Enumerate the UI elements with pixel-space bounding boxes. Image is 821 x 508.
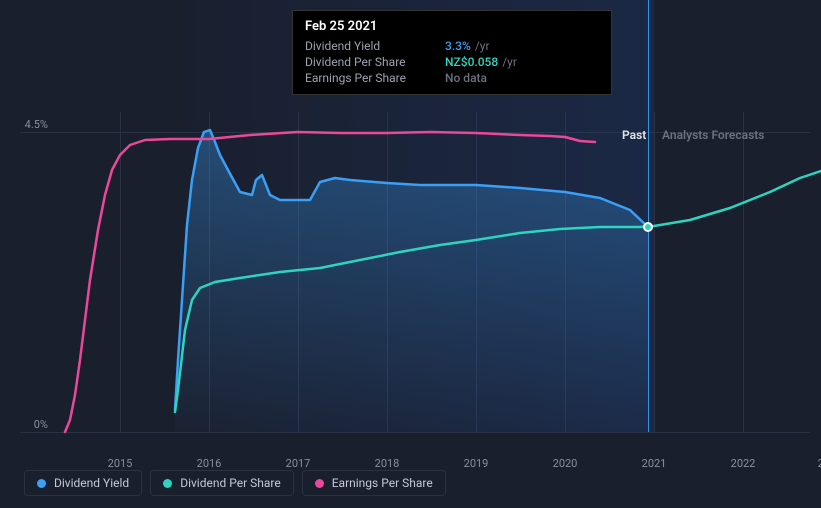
chart-legend: Dividend Yield Dividend Per Share Earnings… — [24, 470, 446, 496]
tooltip-unit: /yr — [475, 39, 490, 53]
dividend-chart: Past Analysts Forecasts 0% 4.5% 2015 2016 2… — [0, 0, 821, 508]
legend-label: Dividend Yield — [54, 476, 129, 490]
series-area-dividend_yield — [175, 130, 648, 432]
y-axis-tick-label: 4.5% — [25, 118, 48, 131]
x-axis-tick-label: 2020 — [553, 457, 578, 470]
past-region-label: Past — [622, 128, 646, 142]
tooltip-value: No data — [445, 71, 487, 85]
x-axis-tick-label: 2022 — [731, 457, 756, 470]
tooltip-row: Dividend Yield3.3% /yr — [305, 38, 599, 54]
x-axis-tick-label: 2021 — [642, 457, 667, 470]
legend-dot-icon — [315, 479, 324, 488]
tooltip-key: Dividend Per Share — [305, 55, 445, 69]
tooltip-unit: /yr — [502, 55, 517, 69]
legend-item-earnings_per_share[interactable]: Earnings Per Share — [302, 470, 446, 496]
x-axis-tick-label: 2017 — [286, 457, 311, 470]
tooltip-row: Earnings Per ShareNo data — [305, 70, 599, 86]
x-axis-tick-label: 2016 — [197, 457, 222, 470]
legend-label: Dividend Per Share — [180, 476, 281, 490]
x-axis-tick-label: 2019 — [464, 457, 489, 470]
legend-item-dividend_yield[interactable]: Dividend Yield — [24, 470, 142, 496]
tooltip-value: 3.3% — [445, 39, 471, 53]
tooltip-date: Feb 25 2021 — [305, 19, 599, 34]
forecast-region-label: Analysts Forecasts — [662, 128, 764, 142]
y-axis-tick-label: 0% — [34, 418, 48, 431]
cursor-marker-dot — [643, 222, 653, 232]
x-axis-tick-label: 2023 — [818, 457, 821, 470]
legend-item-dividend_per_share[interactable]: Dividend Per Share — [150, 470, 294, 496]
tooltip-row: Dividend Per ShareNZ$0.058/yr — [305, 54, 599, 70]
legend-dot-icon — [163, 479, 172, 488]
legend-dot-icon — [37, 479, 46, 488]
tooltip-value: NZ$0.058 — [445, 55, 498, 69]
legend-label: Earnings Per Share — [332, 476, 433, 490]
tooltip-key: Earnings Per Share — [305, 71, 445, 85]
chart-tooltip: Feb 25 2021 Dividend Yield3.3%/yrDividen… — [292, 10, 612, 95]
tooltip-key: Dividend Yield — [305, 39, 445, 53]
x-axis-tick-label: 2018 — [375, 457, 400, 470]
x-axis-tick-label: 2015 — [108, 457, 133, 470]
